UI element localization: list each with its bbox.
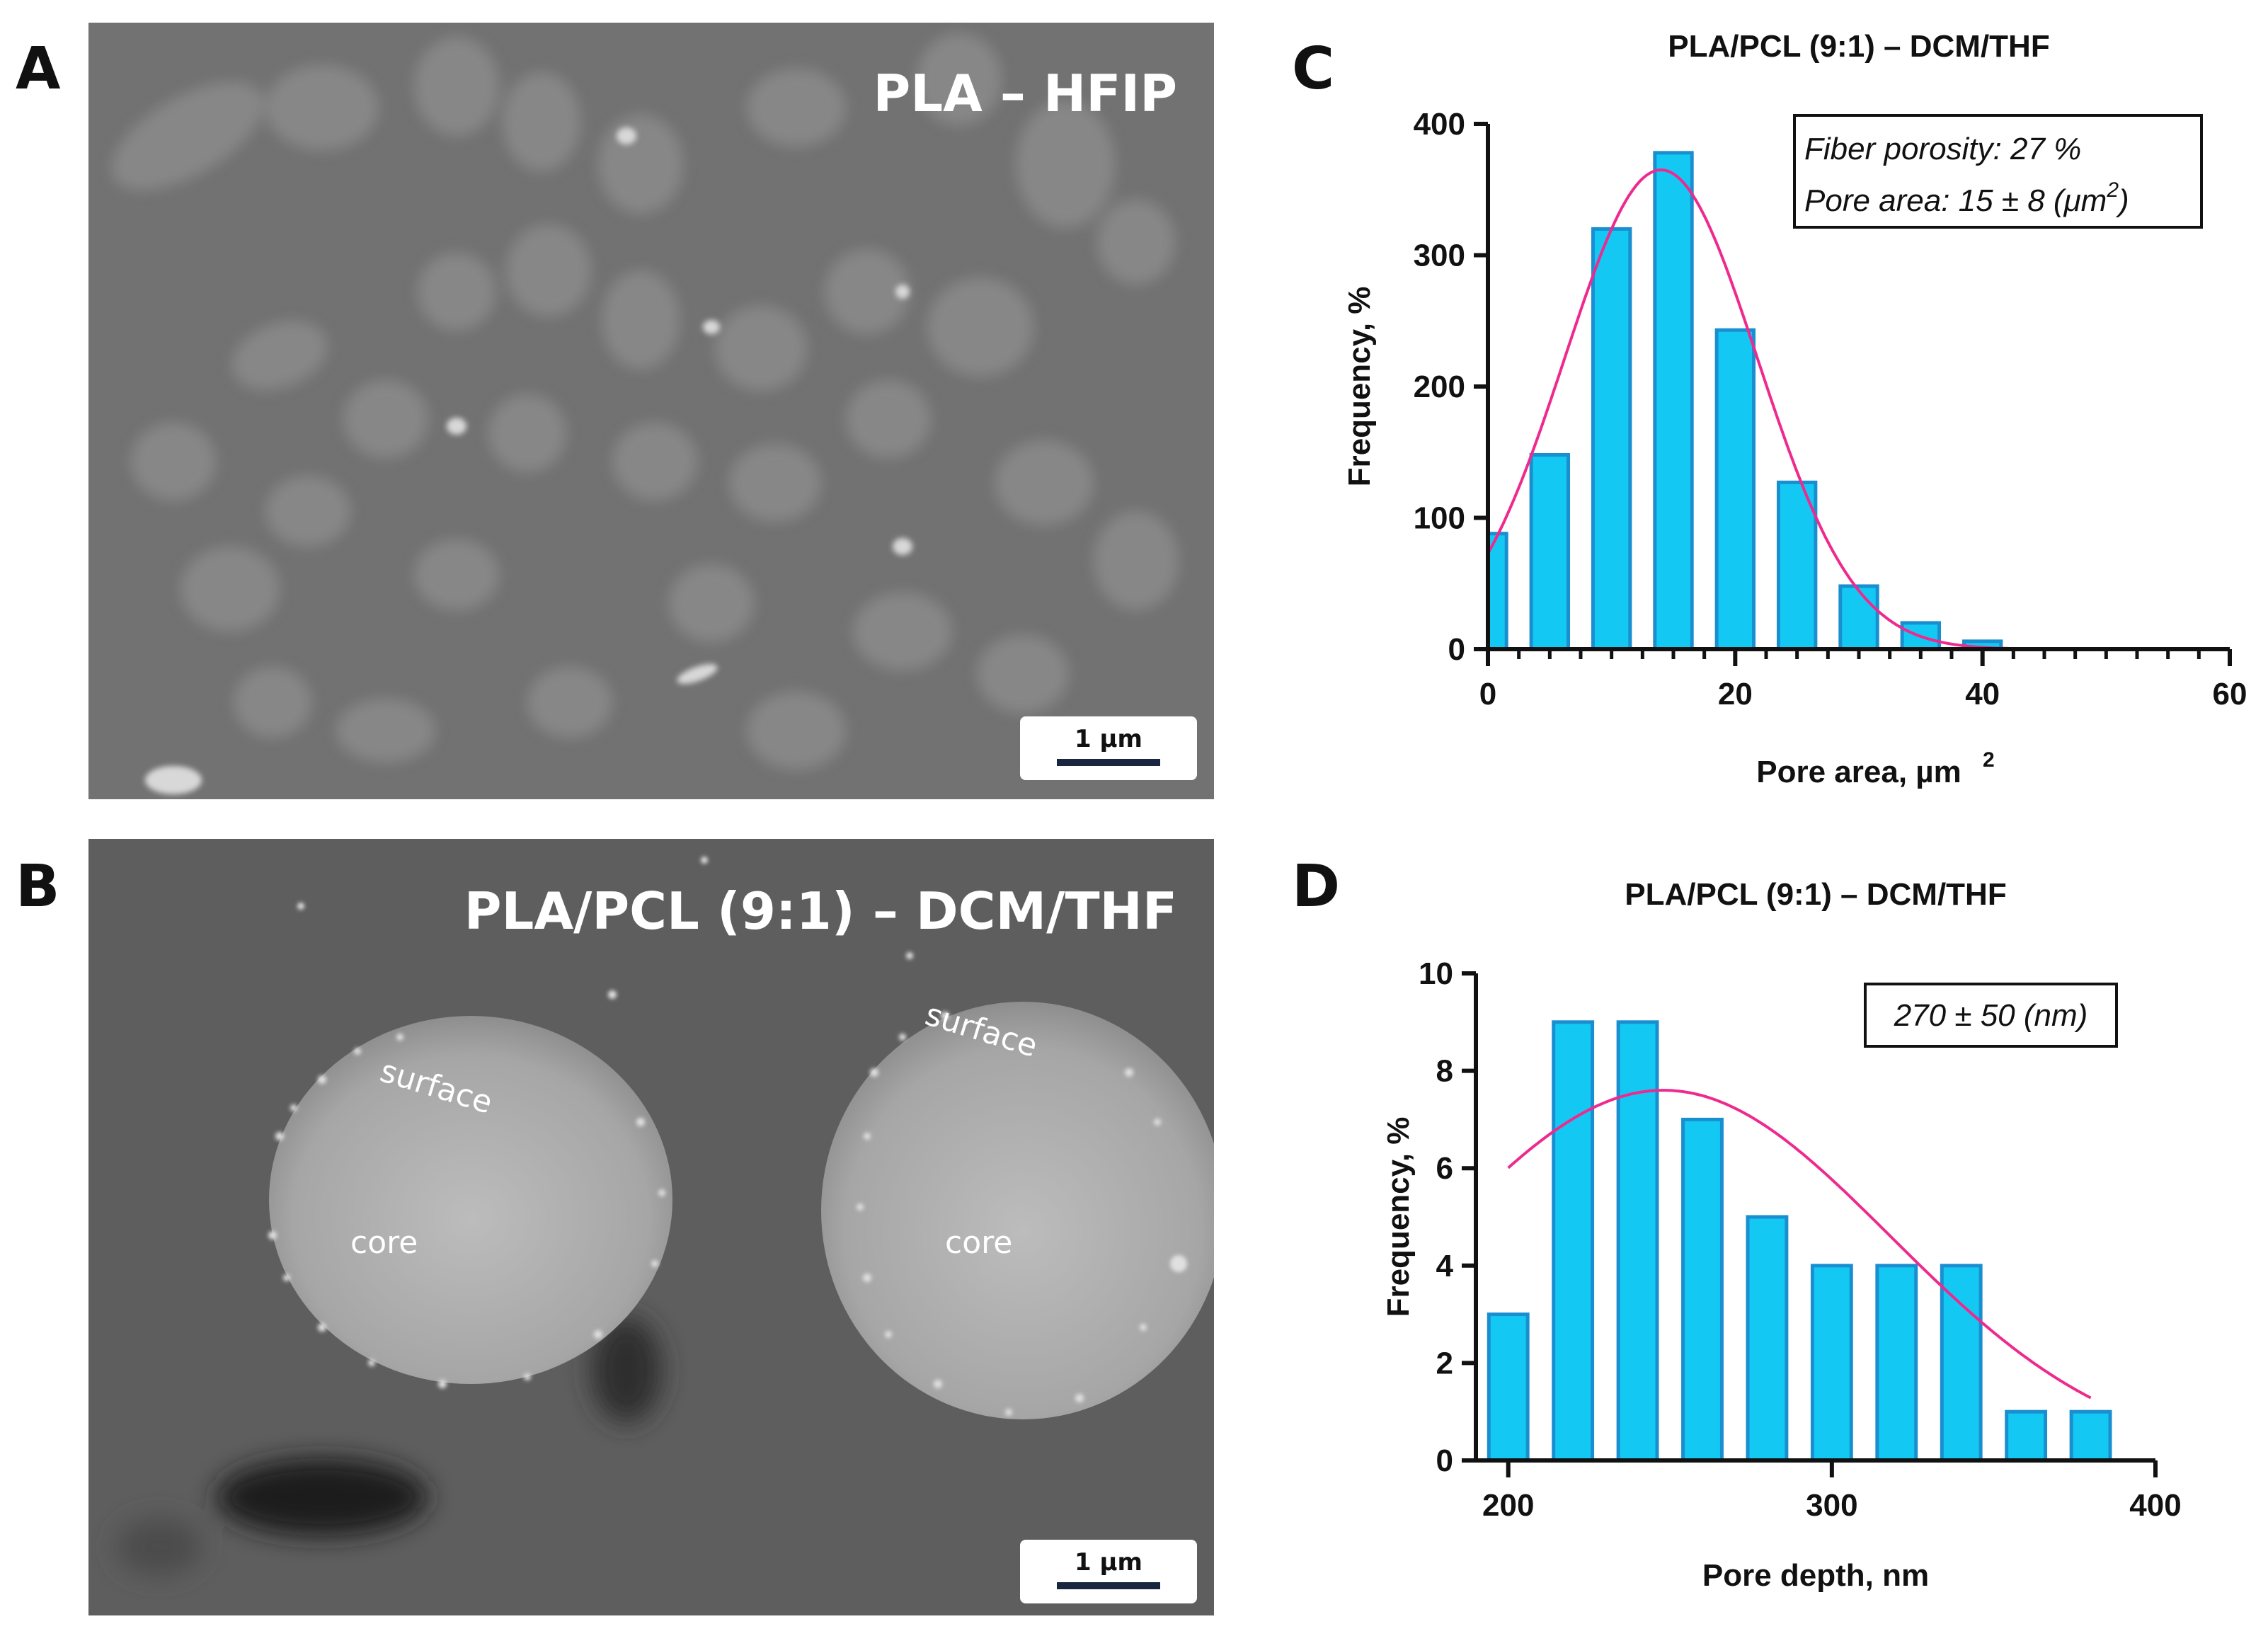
bar bbox=[1875, 1264, 1918, 1463]
panel-letter-d: D bbox=[1292, 853, 1341, 920]
x-axis-label-superscript: 2 bbox=[1983, 748, 1995, 772]
bar bbox=[1616, 1020, 1659, 1463]
chart-d: PLA/PCL (9:1) – DCM/THF 0 2 4 6 8 10 200 300 400 P… bbox=[1295, 814, 2268, 1632]
bar bbox=[1487, 1312, 1530, 1463]
y-axis-label: Frequency, % bbox=[1342, 287, 1377, 487]
annotation-box bbox=[1864, 983, 2118, 1048]
bar bbox=[1940, 1264, 1983, 1463]
y-tick-label: 2 bbox=[1436, 1346, 1453, 1380]
sem-title-a: PLA – HFIP bbox=[873, 64, 1177, 123]
y-tick-label: 0 bbox=[1436, 1443, 1453, 1478]
sem-texture-b bbox=[88, 839, 1214, 1615]
x-tick-label: 60 bbox=[2213, 677, 2247, 711]
y-tick-label: 0 bbox=[1448, 632, 1465, 667]
label-core-left: core bbox=[350, 1225, 418, 1261]
bar bbox=[1529, 452, 1571, 651]
chart-title: PLA/PCL (9:1) – DCM/THF bbox=[1668, 29, 2049, 64]
chart-d-svg: PLA/PCL (9:1) – DCM/THF 0 2 4 6 8 10 200 300 400 P… bbox=[1381, 877, 2182, 1593]
y-tick-label: 400 bbox=[1414, 107, 1465, 142]
panel-letter-a: A bbox=[16, 35, 61, 103]
annotation-line-2-main: Pore area: 15 ± 8 (μm bbox=[1804, 183, 2107, 218]
y-tick-label: 10 bbox=[1419, 956, 1453, 991]
bar bbox=[1552, 1020, 1595, 1463]
bar bbox=[2005, 1409, 2048, 1463]
bar bbox=[1746, 1215, 1789, 1463]
sem-image-b: PLA/PCL (9:1) – DCM/THF surface surface … bbox=[88, 839, 1214, 1615]
x-tick-label: 0 bbox=[1479, 677, 1496, 711]
y-tick-label: 6 bbox=[1436, 1151, 1453, 1186]
x-tick-label: 20 bbox=[1718, 677, 1753, 711]
y-axis-label: Frequency, % bbox=[1381, 1117, 1416, 1317]
x-tick-label: 200 bbox=[1482, 1488, 1534, 1523]
chart-title: PLA/PCL (9:1) – DCM/THF bbox=[1625, 877, 2006, 912]
scalebar-a: 1 μm bbox=[1020, 716, 1197, 780]
annotation-line-2-sup: 2 bbox=[2106, 178, 2119, 202]
bar bbox=[1838, 584, 1879, 651]
x-tick-label: 300 bbox=[1806, 1488, 1857, 1523]
sem-texture-a bbox=[88, 23, 1214, 799]
y-tick-label: 4 bbox=[1436, 1249, 1454, 1283]
bar bbox=[1810, 1264, 1853, 1463]
scalebar-b-label: 1 μm bbox=[1075, 1548, 1142, 1577]
annotation-text: 270 ± 50 (nm) bbox=[1894, 998, 2088, 1033]
label-core-right: core bbox=[945, 1225, 1013, 1261]
bar bbox=[1591, 227, 1632, 651]
panel-letter-b: B bbox=[16, 853, 60, 920]
annotation-line-1: Fiber porosity: 27 % bbox=[1804, 132, 2081, 166]
bar bbox=[1653, 151, 1694, 651]
sem-title-b: PLA/PCL (9:1) – DCM/THF bbox=[464, 881, 1177, 941]
y-tick-label: 8 bbox=[1436, 1054, 1453, 1089]
x-axis-label: Pore area, µm bbox=[1756, 755, 1961, 789]
x-axis-label: Pore depth, nm bbox=[1702, 1558, 1929, 1593]
scalebar-a-line bbox=[1057, 759, 1160, 766]
sem-image-a: PLA – HFIP 1 μm bbox=[88, 23, 1214, 799]
chart-c-svg: PLA/PCL (9:1) – DCM/THF 0 100 200 300 400 0 20 4… bbox=[1342, 29, 2247, 789]
bar bbox=[2069, 1409, 2112, 1463]
chart-c: PLA/PCL (9:1) – DCM/THF 0 100 200 300 400 0 20 4… bbox=[1295, 0, 2268, 814]
x-tick-label: 40 bbox=[1965, 677, 2000, 711]
scalebar-b: 1 μm bbox=[1020, 1540, 1197, 1603]
y-tick-label: 200 bbox=[1414, 370, 1465, 404]
panel-letter-c: C bbox=[1292, 35, 1335, 103]
annotation-line-2-close: ) bbox=[2115, 183, 2129, 218]
fit-curve bbox=[1507, 1089, 2092, 1400]
y-tick-label: 300 bbox=[1414, 239, 1465, 273]
annotation-box bbox=[1793, 114, 2203, 229]
scalebar-b-line bbox=[1057, 1582, 1160, 1589]
x-tick-label: 400 bbox=[2129, 1488, 2181, 1523]
bar bbox=[1714, 328, 1756, 651]
scalebar-a-label: 1 μm bbox=[1075, 725, 1142, 753]
bar bbox=[1776, 480, 1818, 651]
annotation-line-2: Pore area: 15 ± 8 (μm2) bbox=[1804, 178, 2129, 218]
bar bbox=[1681, 1117, 1724, 1463]
y-tick-label: 100 bbox=[1414, 501, 1465, 536]
